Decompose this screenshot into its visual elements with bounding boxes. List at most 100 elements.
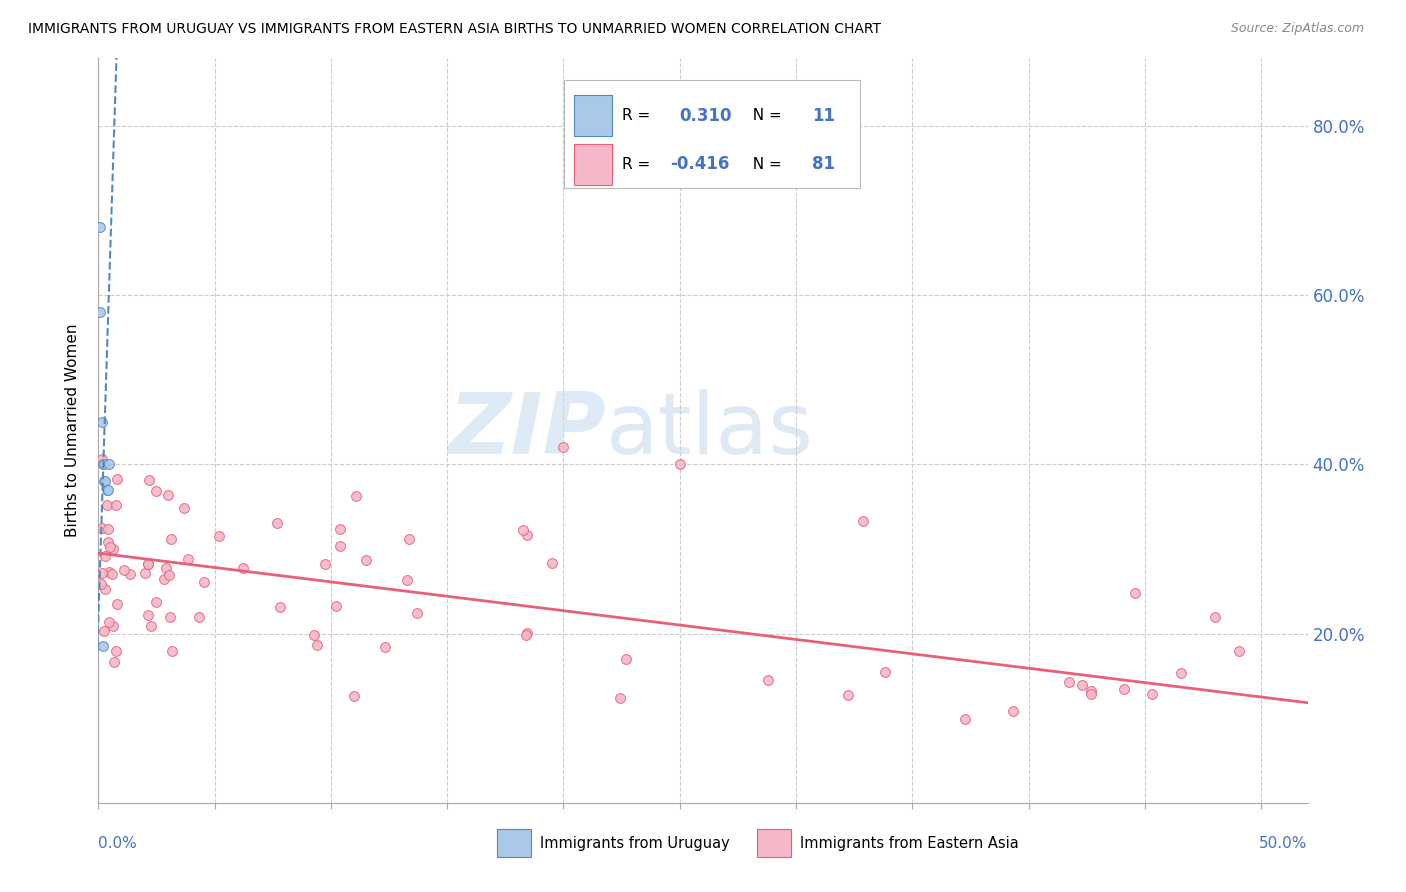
Point [138,473,160,487]
Point [91,457,114,471]
Point [837,689,859,703]
Point [160,644,183,658]
Point [515,627,537,641]
Point [96,499,118,513]
Text: Source: ZipAtlas.com: Source: ZipAtlas.com [1230,22,1364,36]
Point [1227,644,1250,658]
Point [1080,684,1102,698]
Point [90,452,112,467]
Point [156,488,179,502]
Point [145,483,167,498]
Point [97,483,120,497]
Point [145,595,167,609]
Point [93,474,115,488]
Text: R =: R = [621,157,650,171]
Bar [758,829,792,857]
Point [516,528,538,542]
Point [1114,682,1136,697]
Point [177,552,200,566]
Point [101,619,124,633]
Point [105,597,128,611]
Text: 11: 11 [811,107,835,125]
Point [120,567,142,582]
Text: IMMIGRANTS FROM URUGUAY VS IMMIGRANTS FROM EASTERN ASIA BIRTHS TO UNMARRIED WOME: IMMIGRANTS FROM URUGUAY VS IMMIGRANTS FR… [28,22,882,37]
Point [159,532,181,546]
Point [516,625,538,640]
Bar [574,95,613,136]
Text: ZIP: ZIP [449,389,606,472]
Point [89,305,111,319]
Point [104,644,127,658]
Point [159,610,181,624]
Point [141,619,163,633]
Point [269,599,291,614]
Text: Immigrants from Uruguay: Immigrants from Uruguay [540,836,730,850]
Point [354,553,377,567]
Text: 0.310: 0.310 [679,107,731,125]
Point [91,521,114,535]
Point [329,522,352,536]
Point [101,566,124,581]
Point [398,532,420,546]
Point [157,568,180,582]
Point [668,457,690,471]
Point [104,498,127,512]
Text: R =: R = [621,108,659,123]
Point [97,522,120,536]
Point [103,655,125,669]
Point [343,690,366,704]
Point [97,615,120,629]
Point [112,563,135,577]
Point [406,606,429,620]
Point [756,673,779,687]
Point [302,627,325,641]
Point [105,471,128,485]
Point [173,501,195,516]
Point [396,573,419,587]
FancyBboxPatch shape [564,80,860,188]
Text: -0.416: -0.416 [671,155,730,173]
Point [138,557,160,571]
Point [97,534,120,549]
Point [953,712,976,726]
Point [875,665,897,680]
Point [90,415,112,429]
Point [1140,687,1163,701]
Point [97,566,120,580]
Point [91,639,114,653]
Point [609,691,631,706]
Text: Immigrants from Eastern Asia: Immigrants from Eastern Asia [800,836,1018,850]
Text: atlas: atlas [606,389,814,472]
Text: 81: 81 [811,155,835,173]
Point [1170,666,1192,681]
Point [155,560,177,574]
Point [153,572,176,586]
Y-axis label: Births to Unmarried Women: Births to Unmarried Women [65,324,80,537]
Point [314,557,336,571]
Text: 0.0%: 0.0% [98,837,138,851]
Point [1123,585,1146,599]
Point [329,539,352,553]
Point [1204,609,1226,624]
Point [346,489,368,503]
Point [553,440,575,454]
Point [134,566,156,581]
Point [97,457,120,471]
Text: 50.0%: 50.0% [1260,837,1308,851]
Point [94,549,117,563]
Bar [498,829,531,857]
Point [208,528,231,542]
Point [1080,688,1102,702]
Point [93,624,115,638]
Text: N =: N = [742,108,792,123]
Point [90,577,112,591]
Point [305,638,328,652]
Point [541,556,564,570]
Point [93,457,115,471]
Point [1001,704,1024,718]
Point [232,561,254,575]
Point [98,541,121,555]
Point [103,542,125,557]
Point [852,515,875,529]
Point [374,640,396,655]
